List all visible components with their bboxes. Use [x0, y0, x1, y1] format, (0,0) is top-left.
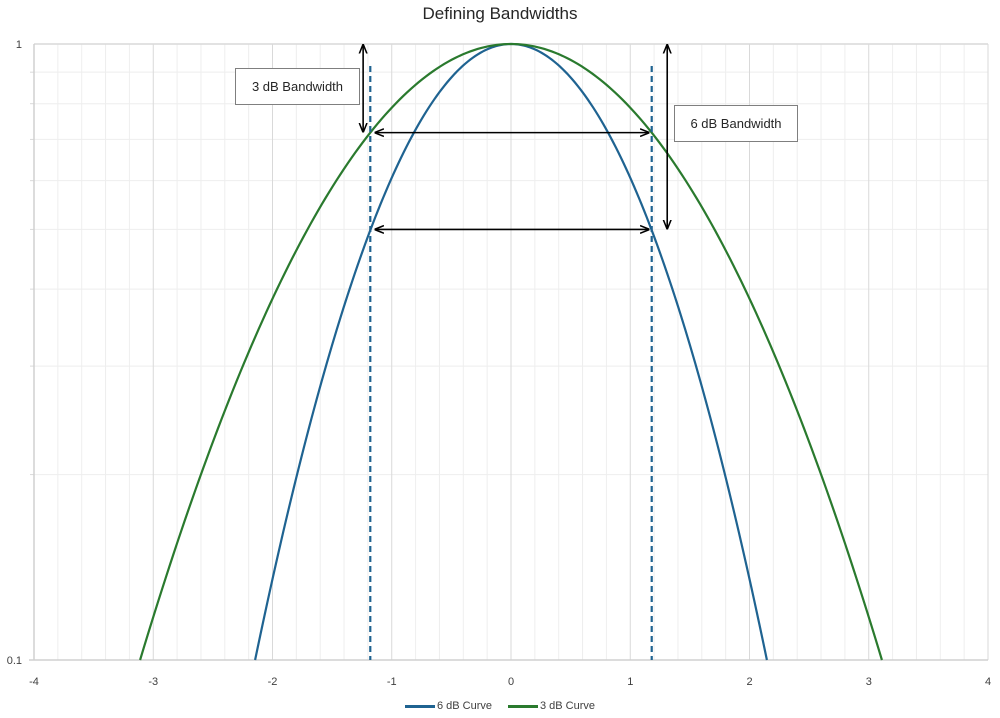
y-tick-label: 1	[16, 39, 22, 51]
x-tick-label: -1	[387, 676, 397, 688]
x-tick-label: 3	[866, 676, 872, 688]
x-tick-label: -3	[148, 676, 158, 688]
legend-item-6db: 6 dB Curve	[404, 700, 492, 712]
x-tick-label: 0	[508, 676, 514, 688]
chart-title: Defining Bandwidths	[422, 4, 578, 23]
legend-swatch-3db	[508, 704, 538, 708]
legend-label-6db: 6 dB Curve	[436, 700, 492, 712]
label-3db-bandwidth: 3 dB Bandwidth	[235, 68, 360, 105]
legend-label-3db: 3 dB Curve	[540, 700, 596, 712]
legend-item-3db: 3 dB Curve	[508, 700, 595, 712]
tick-labels: -4 -3 -2 -1 0 1 2 3 4 0.1 1	[7, 39, 991, 688]
axes	[29, 44, 988, 661]
x-tick-label: -2	[268, 676, 278, 688]
series-3db-curve	[139, 42, 883, 661]
label-6db-bandwidth: 6 dB Bandwidth	[674, 105, 798, 142]
data-series	[139, 42, 883, 661]
legend: 6 dB Curve 3 dB Curve	[0, 700, 1000, 712]
x-tick-label: 1	[627, 676, 633, 688]
major-gridlines	[33, 43, 989, 660]
x-tick-label: -4	[29, 676, 39, 688]
legend-swatch-6db	[404, 704, 435, 708]
y-tick-label: 0.1	[7, 655, 22, 667]
x-tick-label: 2	[746, 676, 752, 688]
annotations	[363, 45, 667, 660]
x-tick-label: 4	[985, 676, 991, 688]
minor-gridlines	[34, 44, 988, 660]
